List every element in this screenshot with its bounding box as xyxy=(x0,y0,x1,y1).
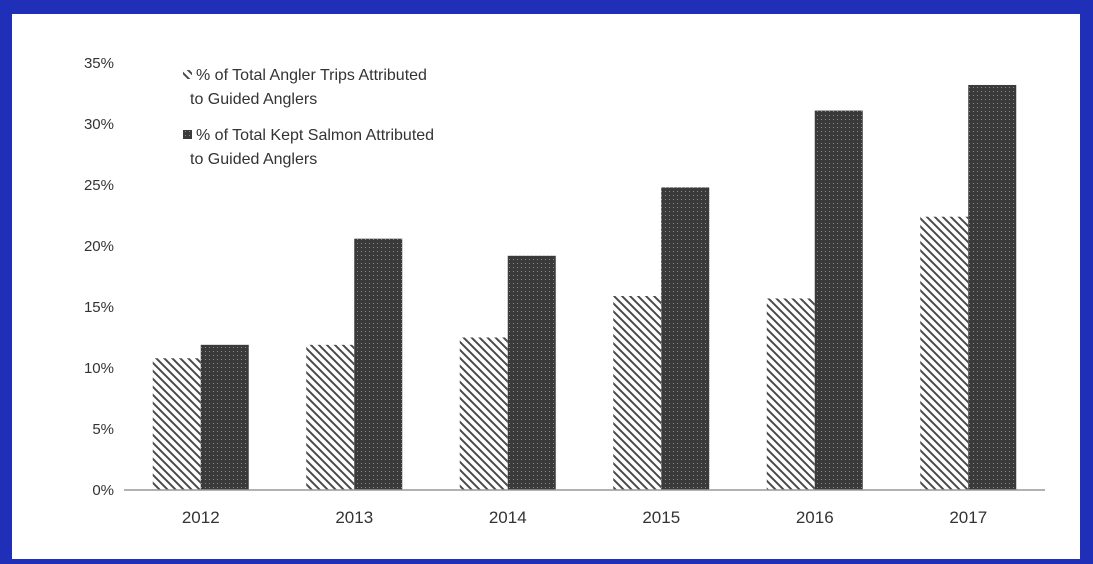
bar-kept-salmon-2012 xyxy=(200,344,249,490)
bar-kept-salmon-2016 xyxy=(814,110,863,490)
y-tick-label: 35% xyxy=(84,55,114,72)
y-tick-label: 5% xyxy=(92,421,114,438)
legend-swatch xyxy=(183,130,192,139)
legend-label: % of Total Kept Salmon Attributed xyxy=(196,127,434,144)
x-axis: 2012 2013 2014 2015 2016 2017 xyxy=(182,508,987,527)
x-tick-label: 2015 xyxy=(642,508,680,527)
x-tick-label: 2014 xyxy=(489,508,527,527)
y-tick-label: 25% xyxy=(84,177,114,194)
x-tick-label: 2017 xyxy=(949,508,987,527)
bar-angler-trips-2013 xyxy=(306,344,355,490)
y-tick-label: 15% xyxy=(84,299,114,316)
bar-angler-trips-2017 xyxy=(920,216,969,490)
bar-kept-salmon-2015 xyxy=(661,187,710,490)
bar-angler-trips-2015 xyxy=(613,296,662,490)
x-tick-label: 2016 xyxy=(796,508,834,527)
bar-angler-trips-2014 xyxy=(459,337,508,490)
bar-kept-salmon-2013 xyxy=(354,238,403,490)
legend-label: to Guided Anglers xyxy=(190,151,317,168)
x-tick-label: 2013 xyxy=(335,508,373,527)
bars-group xyxy=(152,84,1017,491)
y-tick-label: 10% xyxy=(84,360,114,377)
legend: % of Total Angler Trips Attributed to Gui… xyxy=(183,67,434,168)
y-axis: 0% 5% 10% 15% 20% 25% 30% 35% xyxy=(84,55,114,499)
bar-angler-trips-2016 xyxy=(766,298,815,490)
y-tick-label: 20% xyxy=(84,238,114,255)
y-tick-label: 30% xyxy=(84,116,114,133)
legend-swatch xyxy=(183,70,192,79)
y-tick-label: 0% xyxy=(92,482,114,499)
bar-angler-trips-2012 xyxy=(152,358,201,490)
bar-kept-salmon-2017 xyxy=(968,84,1017,491)
x-tick-label: 2012 xyxy=(182,508,220,527)
legend-label: to Guided Anglers xyxy=(190,91,317,108)
bar-kept-salmon-2014 xyxy=(507,255,556,490)
legend-label: % of Total Angler Trips Attributed xyxy=(196,67,427,84)
bar-chart: 0%5%10%15%20%25%30%35% 2012 2013 2014 2015 2… xyxy=(84,55,1045,527)
chart-panel: 0% 5% 10% 15% 20% 25% 30% 35% 2012 2013 2014 2015 2… xyxy=(12,14,1080,559)
